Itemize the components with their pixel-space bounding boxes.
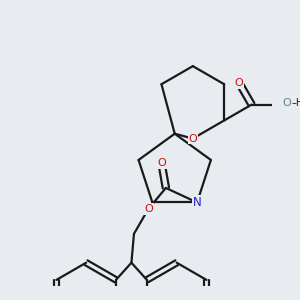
Text: O: O — [235, 78, 243, 88]
Text: N: N — [193, 196, 202, 209]
Text: –H: –H — [292, 98, 300, 108]
Text: O: O — [282, 98, 291, 108]
Text: O: O — [144, 204, 153, 214]
Text: O: O — [188, 134, 197, 144]
Text: O: O — [157, 158, 166, 168]
